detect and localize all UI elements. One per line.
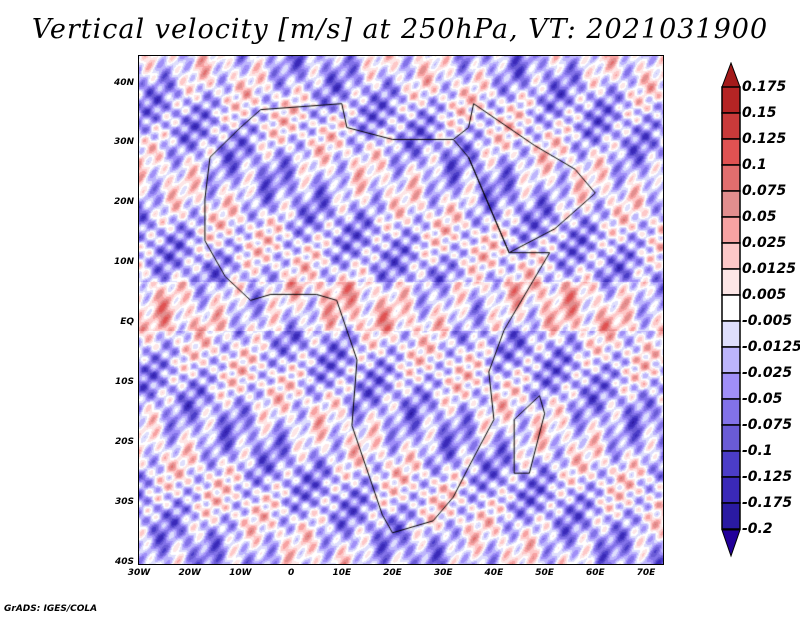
colorbar-segment [721,398,741,426]
colorbar-label: -0.2 [742,521,773,537]
colorbar-segment [721,294,741,322]
lon-label: 40E [484,568,504,578]
colorbar-label: 0.1 [742,157,767,173]
credit-label: GrADS: IGES/COLA [4,604,98,614]
colorbar-segment [721,86,741,114]
lat-label: 40S [114,557,134,567]
colorbar-max-arrow [721,62,741,88]
colorbar [721,62,741,558]
vertical-velocity-map [138,55,664,565]
colorbar-label: -0.0125 [742,339,800,355]
colorbar-segment [721,268,741,296]
colorbar-segment [721,138,741,166]
lat-label: 40N [113,78,134,88]
colorbar-label: 0.175 [742,79,787,95]
colorbar-min-arrow [721,529,741,558]
lon-label: 20E [383,568,402,578]
colorbar-segment [721,476,741,504]
colorbar-label: -0.025 [742,365,793,381]
lat-label: 20N [113,197,134,207]
colorbar-label: -0.075 [742,417,793,433]
lon-label: 20W [178,568,201,578]
colorbar-label: -0.1 [742,443,773,459]
colorbar-label: -0.05 [742,391,783,407]
lon-label: 30E [433,568,453,578]
colorbar-segment [721,424,741,452]
colorbar-segment [721,112,741,140]
lat-label: 30S [114,497,134,507]
lon-label: 60E [585,568,605,578]
lat-label: 20S [114,437,134,447]
colorbar-segment [721,216,741,244]
colorbar-label: 0.025 [742,235,787,251]
colorbar-segment [721,502,741,530]
lat-label: 30N [113,137,134,147]
colorbar-label: 0.005 [742,287,787,303]
lat-label: 10N [113,257,134,267]
colorbar-segment [721,320,741,348]
lon-label: 0 [287,568,295,578]
colorbar-segment [721,190,741,218]
lon-label: 50E [535,568,554,578]
lon-label: 70E [636,568,656,578]
lat-label: 10S [114,377,134,387]
colorbar-label: -0.005 [742,313,793,329]
colorbar-segment [721,242,741,270]
colorbar-label: -0.125 [742,469,793,485]
colorbar-label: 0.15 [742,105,777,121]
colorbar-segment [721,450,741,478]
colorbar-label: 0.0125 [742,261,797,277]
colorbar-label: 0.125 [742,131,787,147]
lat-label: EQ [120,317,134,327]
colorbar-segment [721,346,741,374]
colorbar-label: -0.175 [742,495,793,511]
colorbar-label: 0.05 [742,209,777,225]
lon-label: 10E [332,568,352,578]
lon-label: 10W [229,568,252,578]
colorbar-segment [721,372,741,400]
lon-label: 30W [127,568,151,578]
colorbar-segment [721,164,741,192]
colorbar-label: 0.075 [742,183,787,199]
plot-title: Vertical velocity [m/s] at 250hPa, VT: 2… [31,14,769,45]
